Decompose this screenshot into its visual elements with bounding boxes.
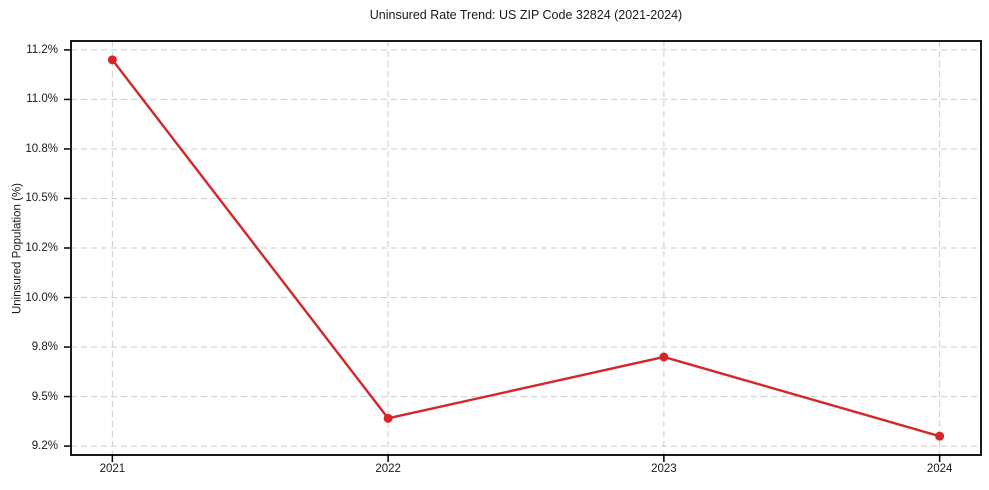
data-point-marker — [383, 413, 393, 423]
x-tick-label: 2023 — [651, 463, 677, 475]
x-tick-label: 2022 — [375, 463, 401, 475]
data-point-marker — [107, 55, 117, 65]
trend-line — [111, 58, 941, 438]
y-tick-label: 9.8% — [31, 341, 58, 354]
y-tick-label: 10.8% — [25, 142, 58, 155]
chart-title: Uninsured Rate Trend: US ZIP Code 32824 … — [369, 8, 683, 22]
y-tick-label: 10.2% — [25, 242, 58, 254]
data-point-marker — [935, 431, 945, 441]
y-tick-label: 11.0% — [26, 93, 58, 106]
data-point-marker — [659, 352, 669, 362]
y-tick-label: 10.0% — [25, 291, 58, 304]
y-tick-label: 9.5% — [31, 390, 58, 403]
y-tick-label: 11.2% — [26, 43, 58, 56]
y-tick-label: 9.2% — [31, 440, 58, 453]
x-tick-label: 2021 — [99, 463, 126, 475]
y-tick-label: 10.5% — [25, 192, 58, 205]
x-tick-label: 2024 — [926, 463, 953, 475]
